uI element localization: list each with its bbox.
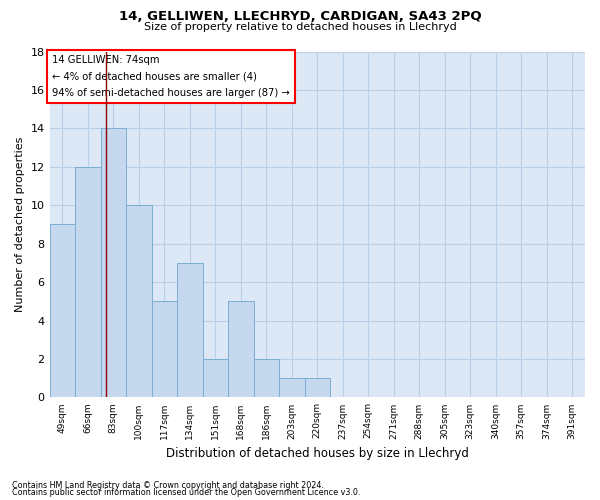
- Bar: [254, 359, 279, 398]
- Bar: [203, 359, 228, 398]
- Bar: [305, 378, 330, 398]
- Text: Contains HM Land Registry data © Crown copyright and database right 2024.: Contains HM Land Registry data © Crown c…: [12, 480, 324, 490]
- Text: 14 GELLIWEN: 74sqm
← 4% of detached houses are smaller (4)
94% of semi-detached : 14 GELLIWEN: 74sqm ← 4% of detached hous…: [52, 55, 290, 98]
- Bar: [50, 224, 75, 398]
- Bar: [228, 302, 254, 398]
- Bar: [75, 167, 101, 398]
- Bar: [152, 302, 177, 398]
- Text: Contains public sector information licensed under the Open Government Licence v3: Contains public sector information licen…: [12, 488, 361, 497]
- Bar: [126, 205, 152, 398]
- Bar: [101, 128, 126, 398]
- Y-axis label: Number of detached properties: Number of detached properties: [15, 137, 25, 312]
- Bar: [279, 378, 305, 398]
- Text: Size of property relative to detached houses in Llechryd: Size of property relative to detached ho…: [143, 22, 457, 32]
- X-axis label: Distribution of detached houses by size in Llechryd: Distribution of detached houses by size …: [166, 447, 469, 460]
- Bar: [177, 263, 203, 398]
- Text: 14, GELLIWEN, LLECHRYD, CARDIGAN, SA43 2PQ: 14, GELLIWEN, LLECHRYD, CARDIGAN, SA43 2…: [119, 10, 481, 23]
